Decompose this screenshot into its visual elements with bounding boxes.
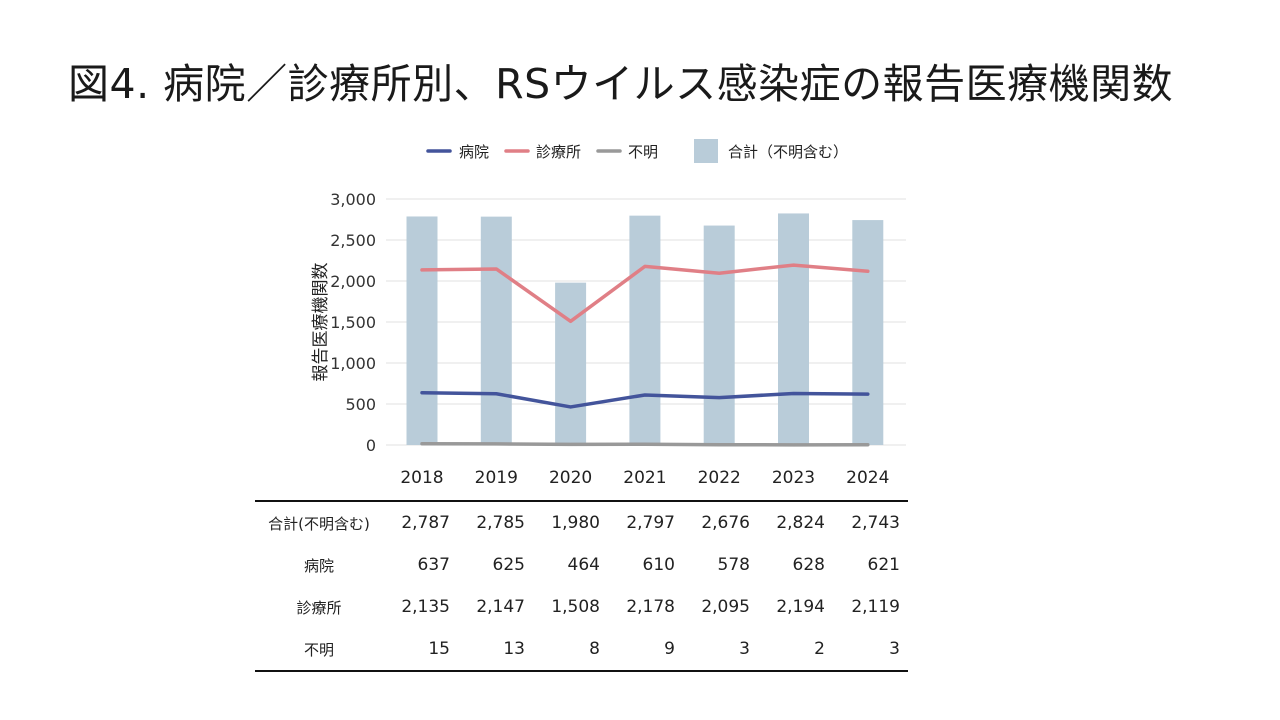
legend-swatch-total [694, 139, 718, 163]
table-row-label: 不明 [303, 640, 334, 659]
table-cell: 2,095 [701, 597, 750, 617]
x-tick-label: 2022 [698, 468, 741, 488]
slide-title: 図4. 病院／診療所別、RSウイルス感染症の報告医療機関数 [68, 60, 1174, 108]
x-tick-label: 2018 [400, 468, 443, 488]
y-tick-label: 2,000 [330, 272, 376, 291]
y-tick-label: 500 [345, 395, 376, 414]
table-cell: 578 [717, 555, 750, 575]
table-cell: 3 [889, 639, 900, 659]
x-tick-label: 2019 [475, 468, 518, 488]
table-cell: 1,980 [551, 513, 600, 533]
x-axis-ticks: 2018 2019 2020 2021 2022 2023 2024 [400, 468, 889, 488]
table-row-label: 診療所 [296, 598, 342, 617]
table-cell: 3 [739, 639, 750, 659]
table-cell: 1,508 [551, 597, 600, 617]
table-cell: 13 [503, 639, 525, 659]
table-cell: 464 [567, 555, 600, 575]
bar-total-2022 [703, 225, 735, 445]
legend-label: 不明 [628, 143, 658, 161]
data-table: 合計(不明含む) 2,787 2,785 1,980 2,797 2,676 2,824 2,… [255, 500, 908, 672]
series-lines [420, 263, 870, 447]
table-cell: 2,194 [776, 597, 825, 617]
table-cell: 2,135 [401, 597, 450, 617]
table-row-label: 病院 [303, 556, 334, 575]
table-row: 合計(不明含む) 2,787 2,785 1,980 2,797 2,676 2,824 2,… [255, 501, 908, 544]
table-cell: 2,676 [701, 513, 750, 533]
table-cell: 2,147 [476, 597, 525, 617]
x-tick-label: 2021 [623, 468, 666, 488]
y-tick-label: 2,500 [330, 231, 376, 250]
table-cell: 2,743 [851, 513, 900, 533]
table-cell: 15 [428, 639, 450, 659]
table-row-label: 合計(不明含む) [268, 514, 370, 533]
table-cell: 625 [492, 555, 525, 575]
table-row: 不明 15 13 8 9 3 2 3 [255, 628, 908, 671]
bar-total-2021 [629, 215, 661, 445]
table-cell: 637 [417, 555, 450, 575]
y-tick-label: 3,000 [330, 190, 376, 209]
y-tick-label: 1,500 [330, 313, 376, 332]
table-cell: 9 [664, 639, 675, 659]
bar-total-2018 [406, 216, 438, 445]
table-cell: 2,119 [851, 597, 900, 617]
table-cell: 8 [589, 639, 600, 659]
x-tick-label: 2020 [549, 468, 592, 488]
x-tick-label: 2024 [846, 468, 889, 488]
bar-total-2020 [555, 282, 587, 445]
table-cell: 628 [792, 555, 825, 575]
bar-total-2023 [778, 213, 809, 445]
table-cell: 621 [867, 555, 900, 575]
table-cell: 610 [642, 555, 675, 575]
legend-label: 病院 [459, 143, 489, 161]
y-tick-label: 0 [366, 436, 376, 455]
x-tick-label: 2023 [772, 468, 815, 488]
table-row: 診療所 2,135 2,147 1,508 2,178 2,095 2,194 2,119 [255, 586, 908, 628]
total-bars [406, 213, 884, 445]
y-tick-label: 1,000 [330, 354, 376, 373]
table-cell: 2,178 [626, 597, 675, 617]
legend-label: 診療所 [536, 143, 581, 161]
legend-label: 合計（不明含む） [728, 143, 848, 161]
table-cell: 2,797 [626, 513, 675, 533]
y-axis-ticks: 0 500 1,000 1,500 2,000 2,500 3,000 [330, 190, 376, 455]
bar-total-2024 [852, 220, 884, 445]
table-cell: 2,824 [776, 513, 825, 533]
bar-total-2019 [480, 216, 512, 445]
table-cell: 2,787 [401, 513, 450, 533]
chart-legend: 病院 診療所 不明 合計（不明含む） [426, 139, 848, 163]
table-cell: 2,785 [476, 513, 525, 533]
table-row: 病院 637 625 464 610 578 628 621 [255, 544, 908, 586]
table-cell: 2 [814, 639, 825, 659]
y-axis-label: 報告医療機関数 [311, 263, 331, 382]
chart: 病院 診療所 不明 合計（不明含む） 0 500 1,000 1,500 2,000 2,500… [311, 139, 906, 488]
